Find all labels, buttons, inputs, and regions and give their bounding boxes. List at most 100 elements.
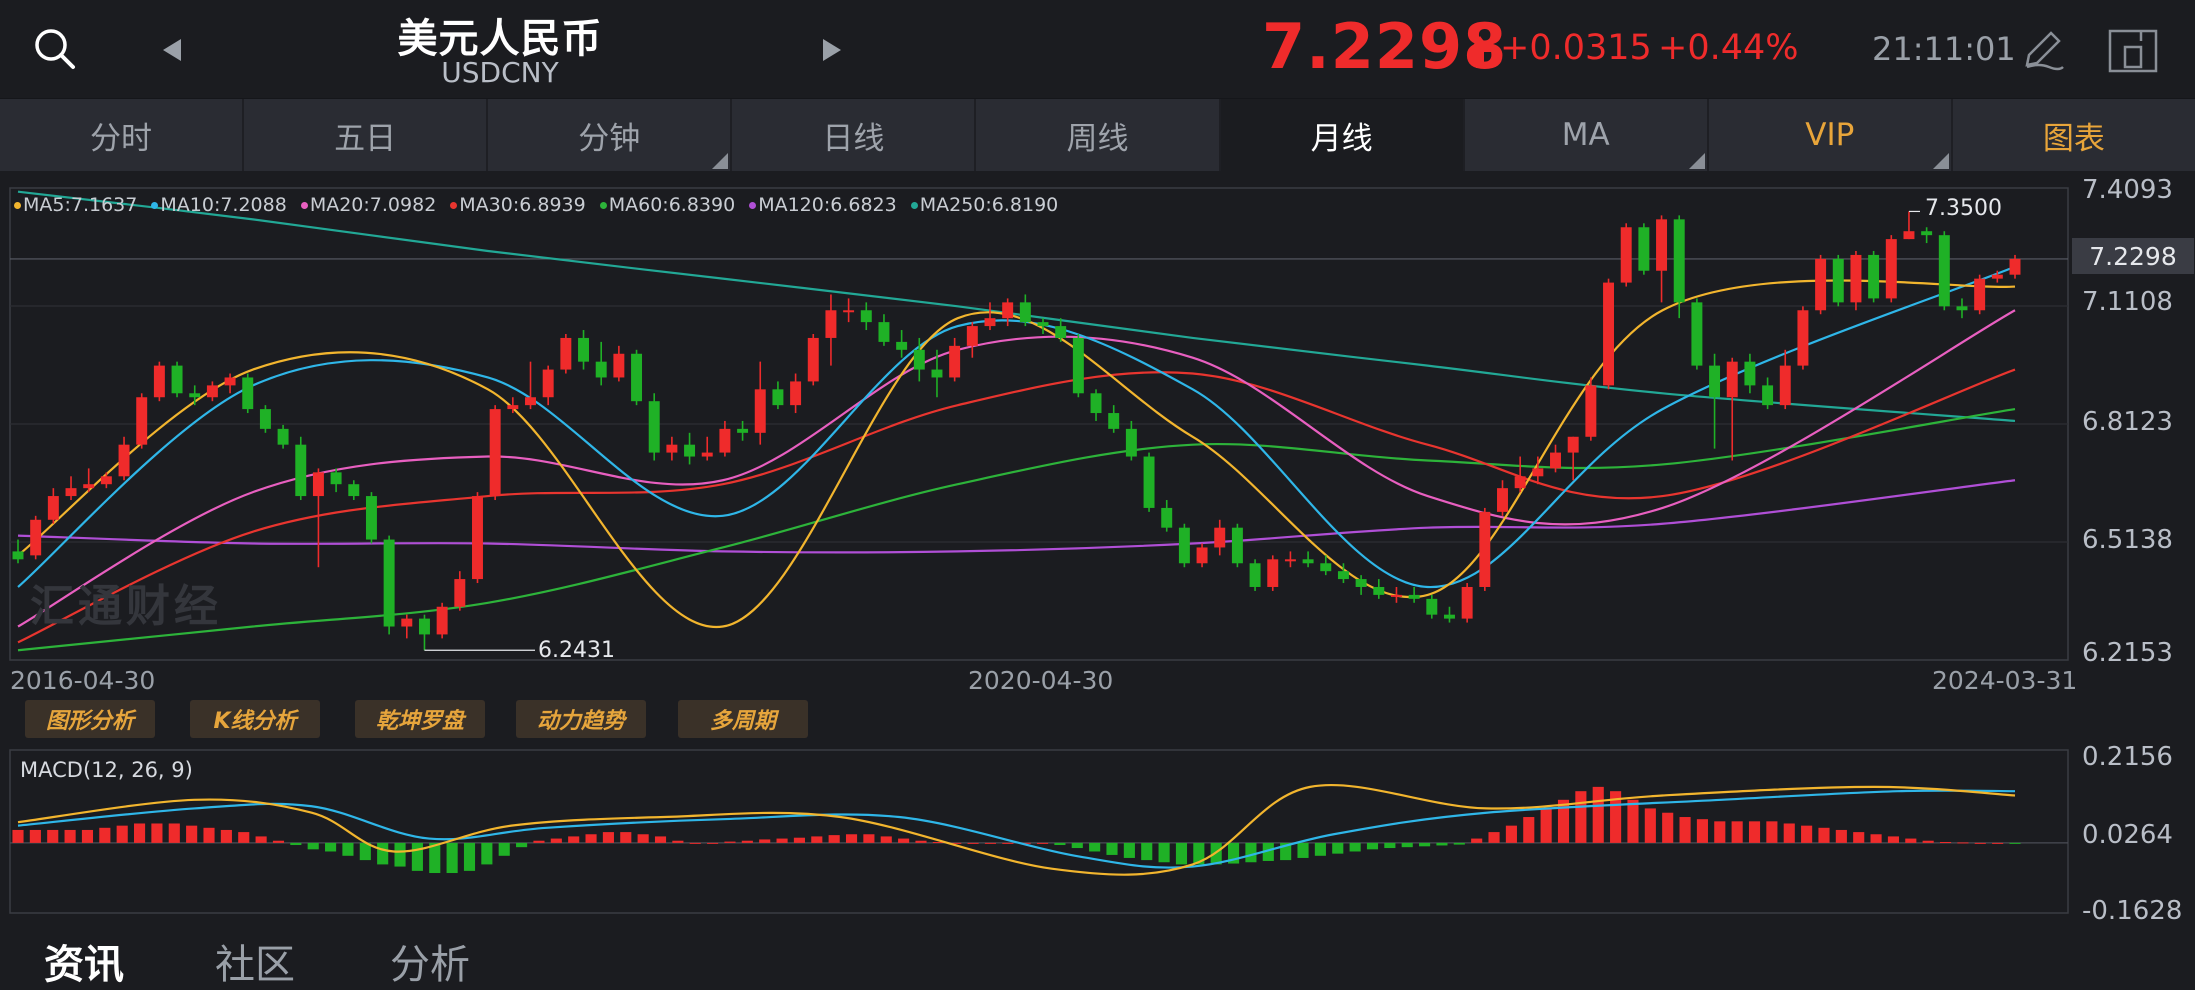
candle-body xyxy=(1390,594,1402,597)
candle xyxy=(1337,563,1349,584)
tab-analysis[interactable]: 分析 xyxy=(390,942,470,988)
candle xyxy=(807,333,819,386)
candle-body xyxy=(1550,452,1561,469)
candle xyxy=(401,614,413,639)
macd-hist-bar xyxy=(932,842,944,844)
candle-body xyxy=(1196,547,1208,564)
macd-hist-bar xyxy=(1505,825,1517,843)
candle xyxy=(631,349,643,406)
candle-body xyxy=(790,381,802,406)
tab-monthly[interactable]: 月线 xyxy=(1220,99,1465,171)
tab-news[interactable]: 资讯 xyxy=(44,942,124,988)
candle-body xyxy=(1355,579,1367,587)
macd-hist-bar xyxy=(1887,836,1900,843)
candle xyxy=(1673,215,1685,319)
tab-chart[interactable]: 图表 xyxy=(1953,99,2195,171)
tool-kline-analysis[interactable]: K线分析 xyxy=(190,700,320,738)
next-arrow-icon[interactable] xyxy=(810,28,854,72)
tab-vip[interactable]: VIP xyxy=(1709,99,1953,171)
tab-community[interactable]: 社区 xyxy=(215,942,295,988)
search-icon[interactable] xyxy=(28,22,82,76)
content-tab-bar: 资讯 社区 分析 xyxy=(0,928,2195,988)
candle-body xyxy=(330,472,342,485)
macd-hist-bar xyxy=(1557,799,1570,843)
macd-hist-bar xyxy=(1436,842,1448,846)
candle-body xyxy=(1443,614,1455,619)
candle xyxy=(1426,594,1438,619)
candle xyxy=(1390,586,1402,603)
candle-body xyxy=(772,389,784,406)
candle xyxy=(1284,551,1296,568)
macd-hist-bar xyxy=(325,842,337,852)
candle xyxy=(1143,452,1155,512)
tool-graph-analysis[interactable]: 图形分析 xyxy=(25,700,155,738)
tab-minute[interactable]: 分钟 xyxy=(488,99,733,171)
kline-chart[interactable] xyxy=(0,170,2195,715)
candle xyxy=(966,322,978,358)
candle-body xyxy=(47,496,59,520)
candle-body xyxy=(1461,586,1473,619)
tab-five-day[interactable]: 五日 xyxy=(244,99,489,171)
tab-daily[interactable]: 日线 xyxy=(732,99,977,171)
layout-icon[interactable] xyxy=(2106,24,2160,78)
macd-hist-bar xyxy=(168,823,180,843)
candle-body xyxy=(1373,586,1385,595)
dropdown-corner-icon xyxy=(1932,153,1949,169)
candle-body xyxy=(153,365,165,398)
watermark-logo: 汇通财经 xyxy=(30,581,222,632)
candle xyxy=(1744,353,1756,394)
macd-dea-line xyxy=(17,789,2016,869)
candle-body xyxy=(1656,219,1668,271)
macd-hist-bar xyxy=(394,842,406,867)
legend-label: MA20:7.0982 xyxy=(309,194,437,216)
macd-hist-bar xyxy=(377,842,389,865)
macd-hist-bar xyxy=(672,840,684,843)
macd-label: MACD(12, 26, 9) xyxy=(20,758,193,782)
candle-body xyxy=(1337,571,1349,580)
macd-hist-bar xyxy=(776,838,788,843)
candle xyxy=(1373,579,1385,599)
candle-body xyxy=(1143,456,1155,508)
candle-body xyxy=(1903,231,1915,240)
macd-hist-bar xyxy=(1696,819,1708,843)
tab-weekly[interactable]: 周线 xyxy=(976,99,1221,171)
macd-chart[interactable] xyxy=(0,745,2195,930)
candle-body xyxy=(312,472,324,497)
prev-arrow-icon[interactable] xyxy=(150,28,194,72)
candle-body xyxy=(1938,235,1950,307)
candle xyxy=(1514,456,1526,493)
macd-hist-bar xyxy=(1922,840,1934,843)
x-date-label: 2016-04-30 xyxy=(10,666,156,695)
candle xyxy=(1072,333,1084,398)
candle xyxy=(12,539,24,564)
macd-hist-bar xyxy=(133,823,146,843)
candle-body xyxy=(896,341,908,350)
pencil-icon[interactable] xyxy=(2016,24,2068,76)
tool-momentum-trend[interactable]: 动力趋势 xyxy=(516,700,646,738)
candle-body xyxy=(1744,361,1756,386)
tab-intraday[interactable]: 分时 xyxy=(0,99,245,171)
macd-hist-bar xyxy=(1575,791,1587,843)
candle-body xyxy=(1249,563,1261,587)
candle-body xyxy=(1885,239,1897,299)
candle xyxy=(931,349,943,398)
macd-hist-bar xyxy=(1766,821,1778,843)
macd-hist-bar xyxy=(1366,842,1379,850)
candle xyxy=(348,480,360,501)
legend-label: MA250:6.8190 xyxy=(919,194,1059,216)
candle-body xyxy=(206,385,218,398)
candle xyxy=(1779,349,1791,410)
macd-hist-bar xyxy=(411,842,423,871)
candle xyxy=(1055,318,1067,342)
macd-dif-line xyxy=(17,783,2016,876)
macd-hist-bar xyxy=(1262,842,1274,861)
candle-body xyxy=(1991,274,2003,279)
tool-compass[interactable]: 乾坤罗盘 xyxy=(355,700,485,738)
tab-ma[interactable]: MA xyxy=(1465,99,1709,171)
y-tick-label: 6.8123 xyxy=(2082,407,2173,437)
candle xyxy=(30,515,42,560)
macd-hist-bar xyxy=(238,832,250,843)
candle-body xyxy=(578,337,590,362)
tool-multi-period[interactable]: 多周期 xyxy=(678,700,808,738)
macd-hist-bar xyxy=(1523,817,1535,843)
